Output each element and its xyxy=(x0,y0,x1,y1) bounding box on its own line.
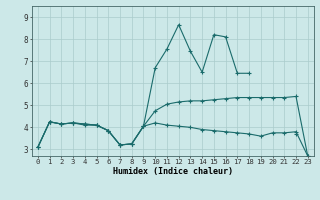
X-axis label: Humidex (Indice chaleur): Humidex (Indice chaleur) xyxy=(113,167,233,176)
